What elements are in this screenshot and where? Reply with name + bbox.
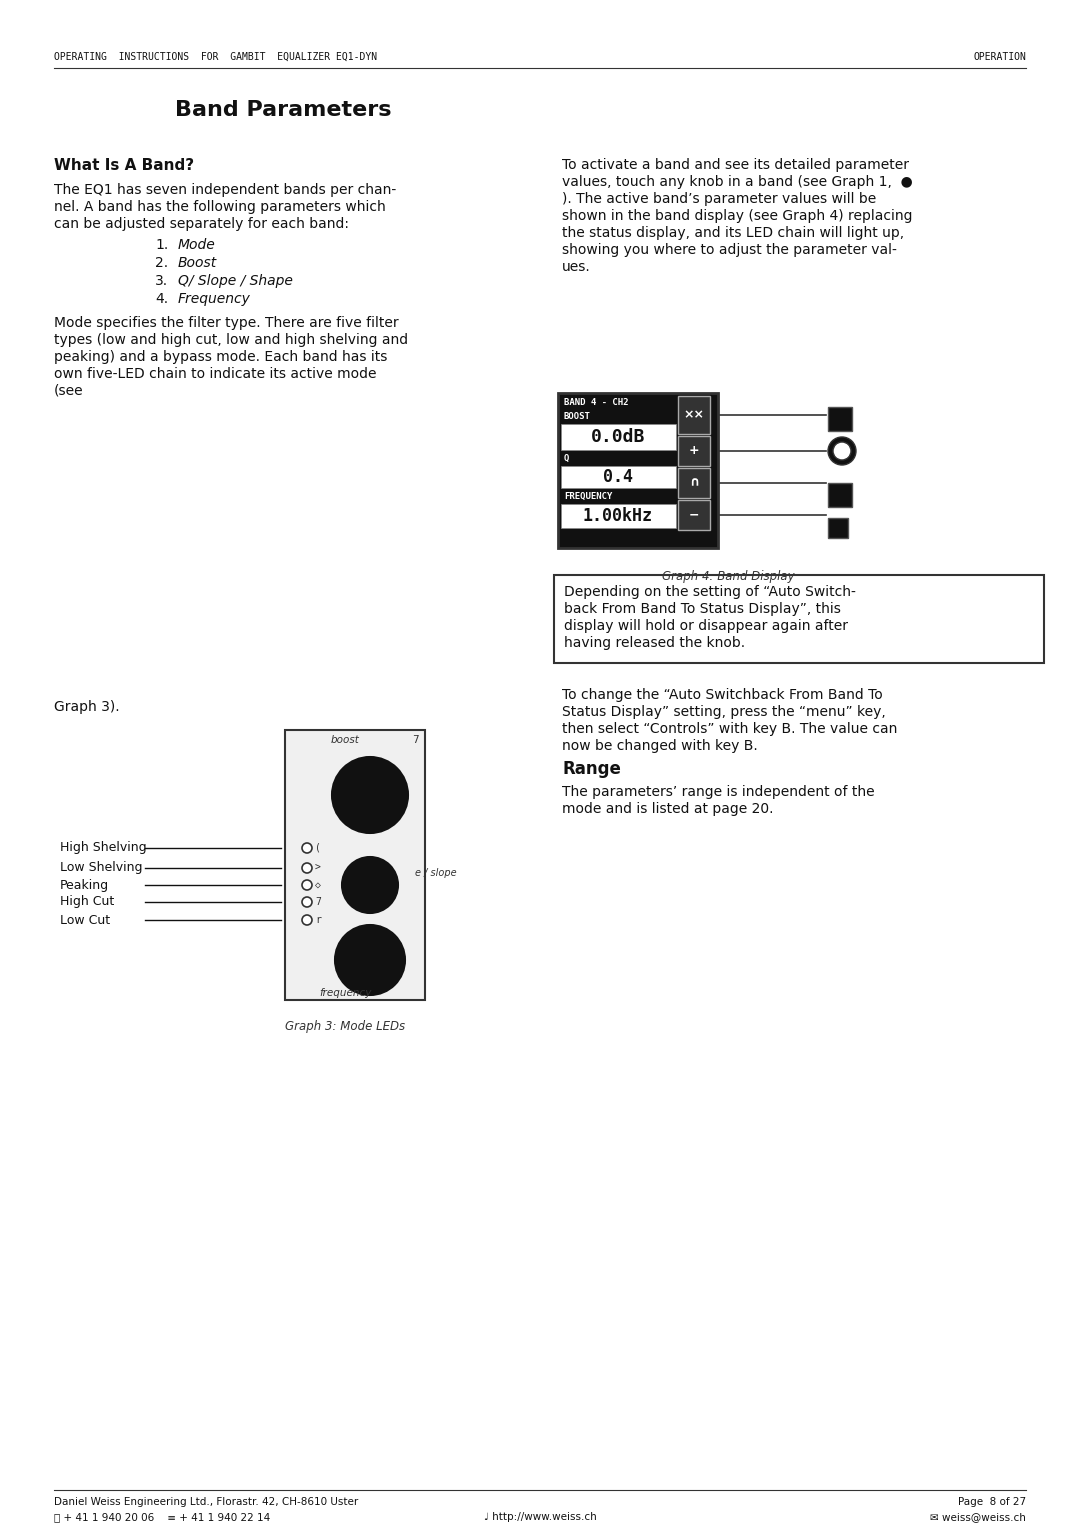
- Text: −: −: [689, 509, 699, 521]
- Text: (: (: [315, 843, 321, 853]
- Text: The EQ1 has seven independent bands per chan-: The EQ1 has seven independent bands per …: [54, 183, 396, 197]
- FancyBboxPatch shape: [828, 406, 852, 431]
- Text: BOOST: BOOST: [564, 413, 591, 422]
- Circle shape: [302, 880, 312, 889]
- Text: OPERATING  INSTRUCTIONS  FOR  GAMBIT  EQUALIZER EQ1-DYN: OPERATING INSTRUCTIONS FOR GAMBIT EQUALI…: [54, 52, 377, 63]
- Text: Mode specifies the filter type. There are five filter: Mode specifies the filter type. There ar…: [54, 316, 399, 330]
- Text: What Is A Band?: What Is A Band?: [54, 157, 194, 173]
- FancyBboxPatch shape: [678, 500, 710, 530]
- Text: Q: Q: [564, 454, 569, 463]
- Text: shown in the band display (see Graph 4) replacing: shown in the band display (see Graph 4) …: [562, 209, 913, 223]
- FancyBboxPatch shape: [285, 730, 426, 999]
- Text: ). The active band’s parameter values will be: ). The active band’s parameter values wi…: [562, 193, 876, 206]
- FancyBboxPatch shape: [828, 483, 852, 507]
- Text: +: +: [689, 445, 700, 457]
- Text: ✉ weiss@weiss.ch: ✉ weiss@weiss.ch: [930, 1513, 1026, 1522]
- Text: display will hold or disappear again after: display will hold or disappear again aft…: [564, 619, 848, 633]
- FancyBboxPatch shape: [558, 393, 718, 549]
- Text: the status display, and its LED chain will light up,: the status display, and its LED chain wi…: [562, 226, 904, 240]
- Text: ××: ××: [684, 408, 704, 422]
- Text: Graph 3: Mode LEDs: Graph 3: Mode LEDs: [285, 1021, 405, 1033]
- Text: mode and is listed at page 20.: mode and is listed at page 20.: [562, 802, 773, 816]
- Circle shape: [342, 857, 399, 914]
- Text: Band Parameters: Band Parameters: [175, 99, 391, 121]
- Text: 0.4: 0.4: [603, 468, 633, 486]
- Text: Status Display” setting, press the “menu” key,: Status Display” setting, press the “menu…: [562, 704, 886, 720]
- Text: BAND 4 - CH2: BAND 4 - CH2: [564, 397, 629, 406]
- Circle shape: [302, 915, 312, 924]
- Text: 3.: 3.: [156, 274, 168, 287]
- Text: High Cut: High Cut: [60, 895, 114, 909]
- Text: ♩ http://www.weiss.ch: ♩ http://www.weiss.ch: [484, 1513, 596, 1522]
- Text: then select “Controls” with key B. The value can: then select “Controls” with key B. The v…: [562, 723, 897, 736]
- Text: peaking) and a bypass mode. Each band has its: peaking) and a bypass mode. Each band ha…: [54, 350, 388, 364]
- Text: Page  8 of 27: Page 8 of 27: [958, 1497, 1026, 1507]
- Text: r: r: [315, 915, 321, 924]
- Text: >: >: [315, 863, 321, 872]
- FancyBboxPatch shape: [561, 504, 676, 529]
- FancyBboxPatch shape: [554, 575, 1044, 663]
- Text: Depending on the setting of “Auto Switch-: Depending on the setting of “Auto Switch…: [564, 585, 855, 599]
- FancyBboxPatch shape: [678, 468, 710, 498]
- Circle shape: [302, 863, 312, 872]
- Text: High Shelving: High Shelving: [60, 842, 147, 854]
- Circle shape: [833, 442, 851, 460]
- Text: back From Band To Status Display”, this: back From Band To Status Display”, this: [564, 602, 841, 616]
- Text: boost: boost: [330, 735, 360, 746]
- Text: ◇: ◇: [315, 880, 321, 889]
- Text: frequency: frequency: [319, 989, 372, 998]
- Text: 1.00kHz: 1.00kHz: [583, 507, 653, 526]
- Text: 0.0dB: 0.0dB: [591, 428, 645, 446]
- Text: ues.: ues.: [562, 260, 591, 274]
- FancyBboxPatch shape: [678, 396, 710, 434]
- Text: FREQUENCY: FREQUENCY: [564, 492, 612, 501]
- Text: can be adjusted separately for each band:: can be adjusted separately for each band…: [54, 217, 349, 231]
- Text: types (low and high cut, low and high shelving and: types (low and high cut, low and high sh…: [54, 333, 408, 347]
- Text: Frequency: Frequency: [178, 292, 251, 306]
- Text: 2.: 2.: [156, 257, 168, 270]
- Text: nel. A band has the following parameters which: nel. A band has the following parameters…: [54, 200, 386, 214]
- Text: Mode: Mode: [178, 238, 216, 252]
- Text: values, touch any knob in a band (see Graph 1,  ●: values, touch any knob in a band (see Gr…: [562, 176, 913, 189]
- Text: Low Shelving: Low Shelving: [60, 862, 143, 874]
- Circle shape: [828, 437, 856, 465]
- Text: 4.: 4.: [156, 292, 168, 306]
- Text: Range: Range: [562, 759, 621, 778]
- Text: Daniel Weiss Engineering Ltd., Florastr. 42, CH-8610 Uster: Daniel Weiss Engineering Ltd., Florastr.…: [54, 1497, 359, 1507]
- FancyBboxPatch shape: [828, 518, 848, 538]
- Text: now be changed with key B.: now be changed with key B.: [562, 740, 758, 753]
- Text: OPERATION: OPERATION: [973, 52, 1026, 63]
- Text: Graph 4: Band Display: Graph 4: Band Display: [662, 570, 794, 584]
- FancyBboxPatch shape: [561, 466, 676, 487]
- Text: e / slope: e / slope: [415, 868, 457, 879]
- FancyBboxPatch shape: [678, 435, 710, 466]
- Circle shape: [302, 897, 312, 908]
- Text: 7: 7: [315, 897, 321, 908]
- Text: ⍉ + 41 1 940 20 06    ≡ + 41 1 940 22 14: ⍉ + 41 1 940 20 06 ≡ + 41 1 940 22 14: [54, 1513, 270, 1522]
- Text: Peaking: Peaking: [60, 879, 109, 891]
- Text: To change the “Auto Switchback From Band To: To change the “Auto Switchback From Band…: [562, 688, 882, 701]
- Text: 7: 7: [413, 735, 419, 746]
- Text: (see: (see: [54, 384, 83, 397]
- Circle shape: [335, 924, 405, 995]
- Text: 1.: 1.: [156, 238, 168, 252]
- Circle shape: [332, 756, 408, 833]
- Text: Q/ Slope / Shape: Q/ Slope / Shape: [178, 274, 293, 287]
- FancyBboxPatch shape: [561, 410, 676, 423]
- Text: Low Cut: Low Cut: [60, 914, 110, 926]
- Text: To activate a band and see its detailed parameter: To activate a band and see its detailed …: [562, 157, 909, 173]
- Text: showing you where to adjust the parameter val-: showing you where to adjust the paramete…: [562, 243, 896, 257]
- Text: having released the knob.: having released the knob.: [564, 636, 745, 649]
- Text: Boost: Boost: [178, 257, 217, 270]
- Circle shape: [302, 843, 312, 853]
- FancyBboxPatch shape: [561, 423, 676, 451]
- Text: Graph 3).: Graph 3).: [54, 700, 120, 714]
- Text: ∩: ∩: [689, 477, 699, 489]
- Text: own five-LED chain to indicate its active mode: own five-LED chain to indicate its activ…: [54, 367, 377, 380]
- Text: The parameters’ range is independent of the: The parameters’ range is independent of …: [562, 785, 875, 799]
